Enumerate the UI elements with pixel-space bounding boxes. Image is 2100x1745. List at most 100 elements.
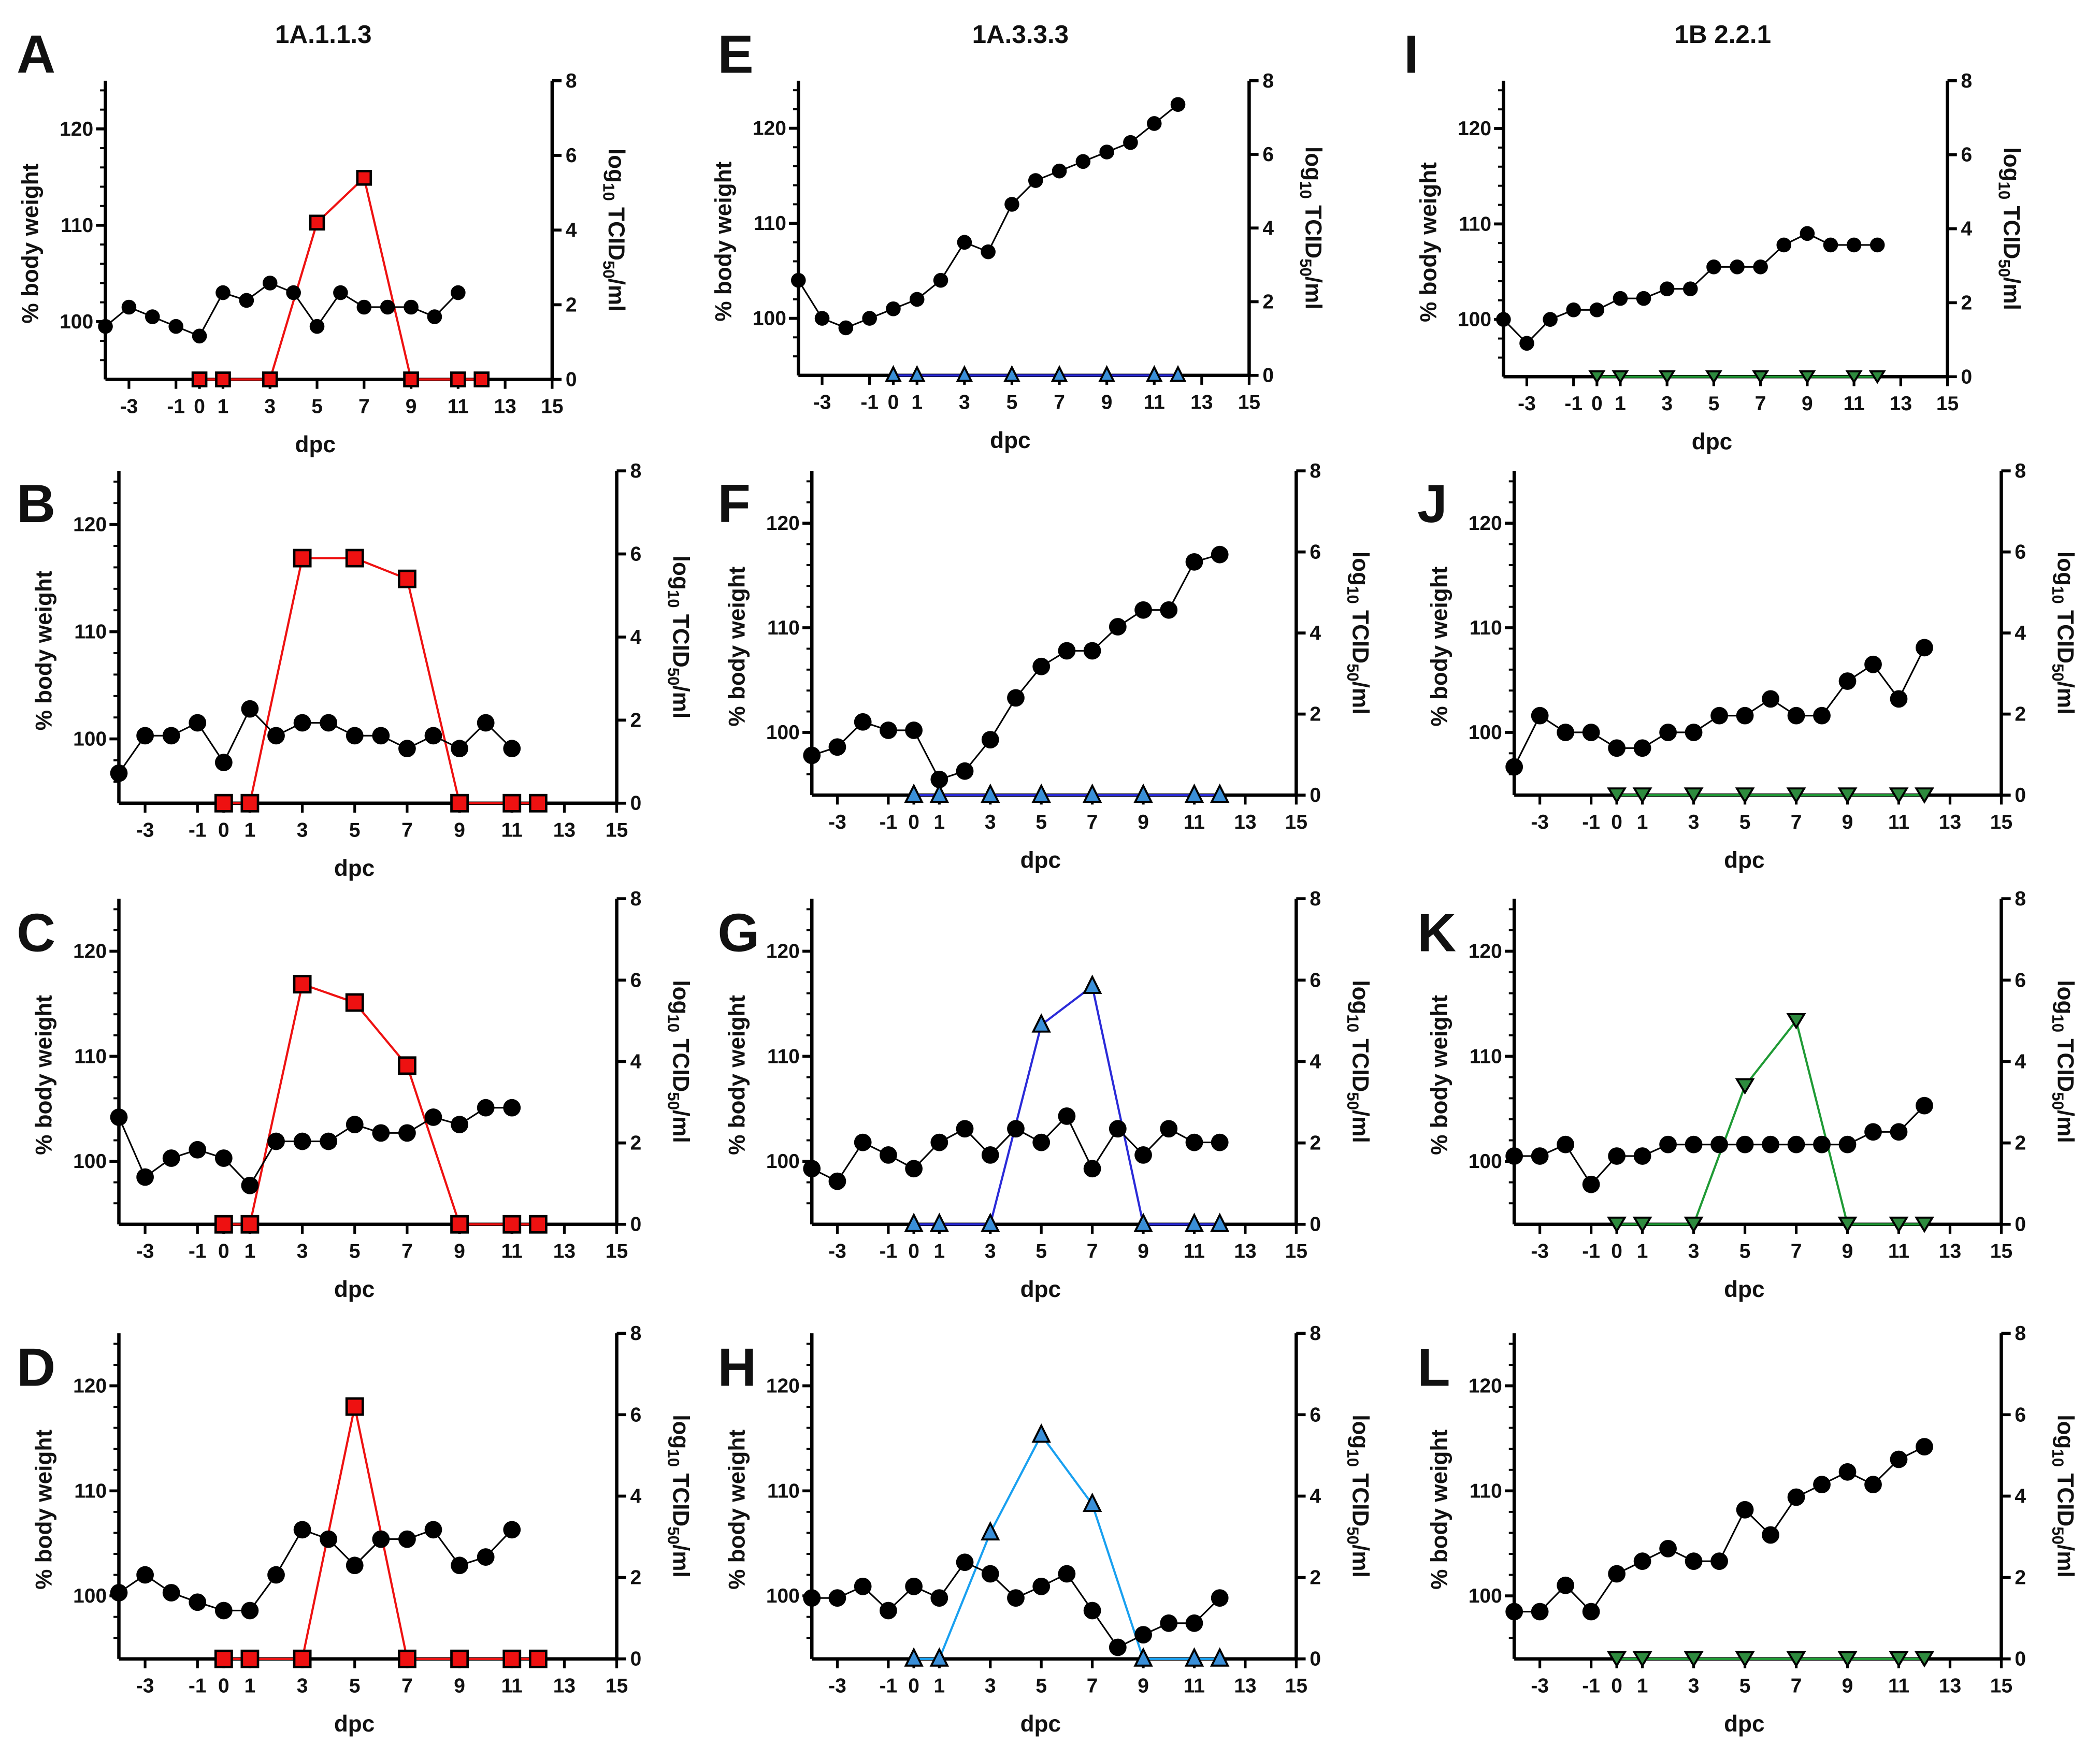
right-axis-label: log10 TCID50/ml xyxy=(664,1415,693,1578)
x-tick-label: 3 xyxy=(985,1241,996,1263)
left-tick-label: 110 xyxy=(1470,1045,1502,1068)
right-tick-label: 6 xyxy=(566,145,577,167)
virus-titer-point xyxy=(1210,783,1230,803)
body-weight-point xyxy=(1813,1476,1831,1494)
x-tick-label: 3 xyxy=(297,1675,308,1697)
x-axis-label: dpc xyxy=(1020,847,1061,873)
x-tick-label: 7 xyxy=(1755,393,1766,415)
body-weight-point xyxy=(905,1577,923,1595)
body-weight-point xyxy=(136,1168,154,1186)
body-weight-point xyxy=(1058,642,1076,660)
body-weight-point xyxy=(803,746,821,765)
right-tick-label: 4 xyxy=(630,626,642,648)
body-weight-point xyxy=(110,1584,128,1602)
x-tick-label: 0 xyxy=(908,811,919,833)
body-weight-line xyxy=(811,554,1220,781)
left-tick-label: 100 xyxy=(60,311,93,333)
body-weight-point xyxy=(1109,1120,1127,1138)
virus-titer-point xyxy=(1914,787,1935,804)
virus-titer-point xyxy=(1082,783,1102,803)
body-weight-point xyxy=(880,1602,897,1620)
right-tick-label: 4 xyxy=(1262,217,1274,239)
right-tick-label: 0 xyxy=(2015,1648,2026,1670)
x-tick-label: 5 xyxy=(1739,811,1751,833)
body-weight-point xyxy=(214,1149,233,1167)
left-axis-label: % body weight xyxy=(724,566,750,726)
x-tick-label: 3 xyxy=(985,811,996,833)
body-weight-point xyxy=(424,1108,442,1126)
left-tick-label: 100 xyxy=(73,1150,107,1173)
virus-titer-point xyxy=(1735,787,1755,804)
body-weight-point xyxy=(1160,601,1178,619)
x-tick-label: 7 xyxy=(1791,1675,1802,1697)
body-weight-point xyxy=(346,1556,364,1575)
right-tick-label: 2 xyxy=(1310,1567,1321,1589)
body-weight-point xyxy=(1531,1147,1549,1165)
x-tick-label: -1 xyxy=(189,1241,207,1263)
right-tick-label: 8 xyxy=(2015,888,2026,910)
body-weight-point xyxy=(404,299,419,315)
virus-titer-point xyxy=(1684,1216,1704,1233)
virus-titer-point xyxy=(1607,1216,1627,1233)
virus-titer-point xyxy=(929,783,950,803)
virus-titer-point xyxy=(1607,1651,1627,1668)
virus-titer-point xyxy=(1845,370,1863,384)
body-weight-point xyxy=(1813,1135,1831,1153)
right-tick-label: 4 xyxy=(1310,622,1321,644)
body-weight-point xyxy=(424,1521,442,1539)
body-weight-point xyxy=(1706,259,1721,275)
x-axis-label: dpc xyxy=(334,856,375,881)
right-tick-label: 2 xyxy=(1262,291,1274,313)
body-weight-point xyxy=(1736,1135,1754,1153)
body-weight-point xyxy=(189,1593,207,1611)
body-weight-point xyxy=(803,1160,821,1178)
body-weight-point xyxy=(981,1146,999,1164)
body-weight-point xyxy=(803,1589,821,1607)
x-tick-label: 15 xyxy=(1238,392,1260,414)
left-tick-label: 110 xyxy=(767,617,800,639)
body-weight-point xyxy=(346,1116,364,1134)
virus-titer-point xyxy=(1837,1216,1858,1233)
virus-titer-point xyxy=(215,371,231,387)
body-weight-point xyxy=(451,1116,468,1134)
left-tick-label: 120 xyxy=(766,512,800,535)
right-axis-label: log10 TCID50/ml xyxy=(1995,147,2024,310)
body-weight-point xyxy=(1109,1638,1127,1656)
body-weight-point xyxy=(1589,302,1605,318)
virus-titer-point xyxy=(1031,1013,1051,1033)
right-tick-label: 2 xyxy=(2015,703,2026,726)
left-tick-label: 120 xyxy=(73,941,107,963)
x-axis-label: dpc xyxy=(1724,847,1764,873)
x-tick-label: 13 xyxy=(553,819,576,842)
body-weight-point xyxy=(136,1566,154,1584)
body-weight-point xyxy=(1636,291,1651,306)
left-tick-label: 120 xyxy=(73,1375,107,1397)
body-weight-point xyxy=(1916,1438,1933,1456)
virus-titer-point xyxy=(450,1649,469,1668)
x-tick-label: 7 xyxy=(358,395,370,417)
body-weight-point xyxy=(320,1132,338,1150)
virus-titer-point xyxy=(345,1397,364,1416)
panel-letter: I xyxy=(1404,24,1419,84)
x-axis-label: dpc xyxy=(1724,1277,1764,1302)
x-tick-label: 13 xyxy=(553,1675,576,1697)
x-axis-label: dpc xyxy=(1692,429,1732,455)
body-weight-point xyxy=(1659,281,1675,297)
body-weight-point xyxy=(1582,724,1600,741)
right-tick-label: 2 xyxy=(566,294,577,316)
x-tick-label: 13 xyxy=(1890,393,1912,415)
x-tick-label: 0 xyxy=(194,395,205,417)
x-tick-label: -1 xyxy=(189,819,207,842)
body-weight-point xyxy=(1134,601,1152,619)
body-weight-point xyxy=(838,320,854,336)
x-tick-label: 5 xyxy=(311,395,323,417)
body-weight-point xyxy=(503,740,521,758)
right-tick-label: 8 xyxy=(1310,1322,1321,1345)
body-weight-point xyxy=(909,292,925,307)
body-weight-point xyxy=(1685,1135,1703,1153)
x-tick-label: 5 xyxy=(1006,392,1018,414)
x-tick-label: 3 xyxy=(1688,1241,1700,1263)
